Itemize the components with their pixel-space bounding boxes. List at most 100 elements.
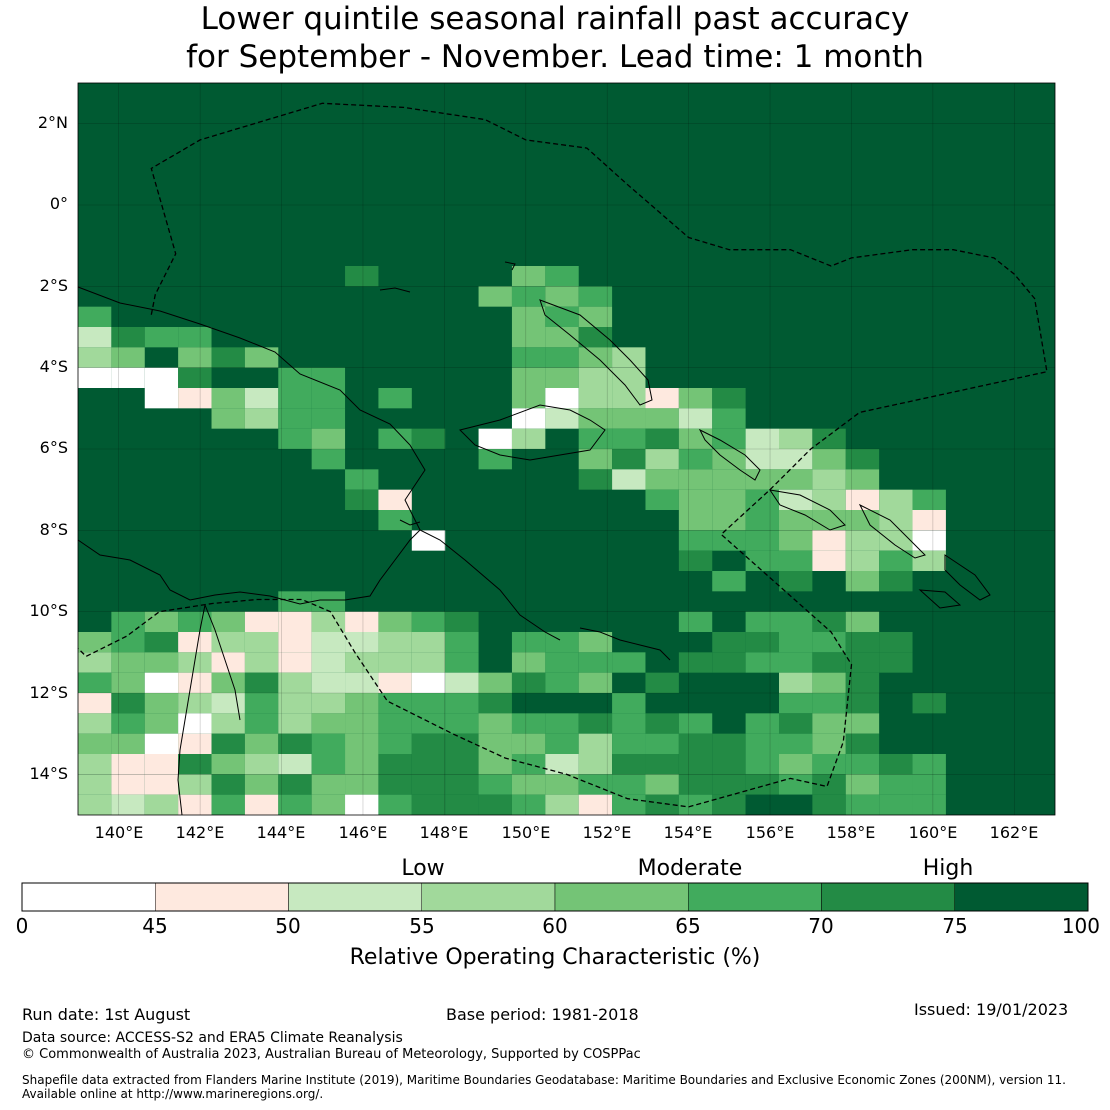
grid-cell xyxy=(845,510,880,531)
grid-cell xyxy=(812,550,846,571)
colorbar xyxy=(21,882,1089,912)
solomon-island-2-coastline xyxy=(858,503,926,559)
grid-cell xyxy=(812,713,846,734)
grid-cell xyxy=(678,794,713,815)
grid-cell xyxy=(378,754,412,775)
grid-cell xyxy=(845,530,880,551)
grid-cell xyxy=(678,754,713,775)
colorbar-tick-45: 45 xyxy=(142,914,168,938)
grid-cell xyxy=(645,754,679,775)
lon-label-142e: 142°E xyxy=(175,823,225,842)
grid-cell xyxy=(378,510,412,531)
grid-cell xyxy=(345,693,379,714)
grid-cell xyxy=(712,774,746,795)
grid-cell xyxy=(144,794,179,815)
grid-cell xyxy=(144,652,179,673)
grid-cell xyxy=(845,469,880,490)
grid-cell xyxy=(111,713,145,734)
grid-cell xyxy=(511,347,546,368)
grid-cell xyxy=(612,733,646,754)
grid-cell xyxy=(511,632,546,653)
lon-label-152e: 152°E xyxy=(582,823,632,842)
grid-cell xyxy=(278,408,312,429)
louisiade-coastline xyxy=(579,627,671,661)
grid-cell xyxy=(144,713,179,734)
grid-cell xyxy=(78,754,112,775)
grid-cell xyxy=(278,591,312,612)
grid-cell xyxy=(278,713,312,734)
colorbar-segment xyxy=(554,882,689,912)
grid-cell xyxy=(778,632,813,653)
grid-cell xyxy=(678,510,713,531)
grid-cell xyxy=(545,408,579,429)
grid-cell xyxy=(845,774,880,795)
grid-cell xyxy=(745,449,779,470)
lon-label-154e: 154°E xyxy=(663,823,713,842)
grid-cell xyxy=(244,672,279,693)
lat-label-14s: 14°S xyxy=(29,764,68,783)
grid-cell xyxy=(745,652,779,673)
grid-cell xyxy=(845,754,880,775)
grid-cell xyxy=(879,774,913,795)
grid-cell xyxy=(445,611,479,632)
grid-cell xyxy=(144,611,179,632)
grid-cell xyxy=(78,794,112,815)
grid-cell xyxy=(244,652,279,673)
grid-cell xyxy=(778,693,813,714)
issued-date: Issued: 19/01/2023 xyxy=(914,1000,1069,1019)
grid-cell xyxy=(78,367,112,388)
grid-cell xyxy=(812,489,846,510)
grid-cell xyxy=(278,733,312,754)
solomon-island-3-coastline xyxy=(944,554,991,601)
grid-cell xyxy=(578,632,613,653)
grid-cell xyxy=(278,652,312,673)
grid-cell xyxy=(845,449,880,470)
grid-cell xyxy=(678,713,713,734)
grid-cell xyxy=(912,693,946,714)
grid-cell xyxy=(445,713,479,734)
grid-cell xyxy=(178,754,212,775)
bougainville-coastline xyxy=(698,428,761,481)
grid-cell xyxy=(111,733,145,754)
grid-cell xyxy=(411,754,446,775)
grid-cell xyxy=(378,428,412,449)
lat-lon-gridlines xyxy=(78,83,1055,815)
grid-cell xyxy=(378,713,412,734)
grid-cell xyxy=(144,672,179,693)
solomon-island-1-coastline xyxy=(768,489,846,531)
grid-cell xyxy=(211,652,245,673)
category-label-moderate: Moderate xyxy=(637,856,743,881)
title-line-2: for September - November. Lead time: 1 m… xyxy=(186,39,924,75)
category-label-low: Low xyxy=(401,856,445,881)
grid-cell xyxy=(478,733,512,754)
grid-cell xyxy=(144,754,179,775)
grid-cell xyxy=(845,713,880,734)
grid-cell xyxy=(211,632,245,653)
grid-cell xyxy=(178,693,212,714)
grid-cell xyxy=(345,266,379,287)
grid-cell xyxy=(511,327,546,348)
grid-cell xyxy=(745,428,779,449)
eez-boundary xyxy=(77,102,1048,808)
grid-cell xyxy=(745,632,779,653)
grid-cell xyxy=(178,733,212,754)
grid-cell xyxy=(545,327,579,348)
grid-cell xyxy=(478,693,512,714)
grid-cell xyxy=(678,733,713,754)
grid-cell xyxy=(845,693,880,714)
map-title: Lower quintile seasonal rainfall past ac… xyxy=(0,0,1110,76)
lon-label-146e: 146°E xyxy=(338,823,388,842)
grid-cell xyxy=(612,713,646,734)
grid-cell xyxy=(712,632,746,653)
grid-cell xyxy=(445,774,479,795)
grid-cell xyxy=(578,794,613,815)
grid-cell xyxy=(745,774,779,795)
grid-cell xyxy=(745,530,779,551)
grid-cell xyxy=(545,388,579,409)
grid-cell xyxy=(678,449,713,470)
grid-cell xyxy=(612,794,646,815)
run-date: Run date: 1st August xyxy=(22,1005,191,1024)
grid-cell xyxy=(78,733,112,754)
grid-cell xyxy=(311,754,346,775)
grid-cell xyxy=(912,550,946,571)
